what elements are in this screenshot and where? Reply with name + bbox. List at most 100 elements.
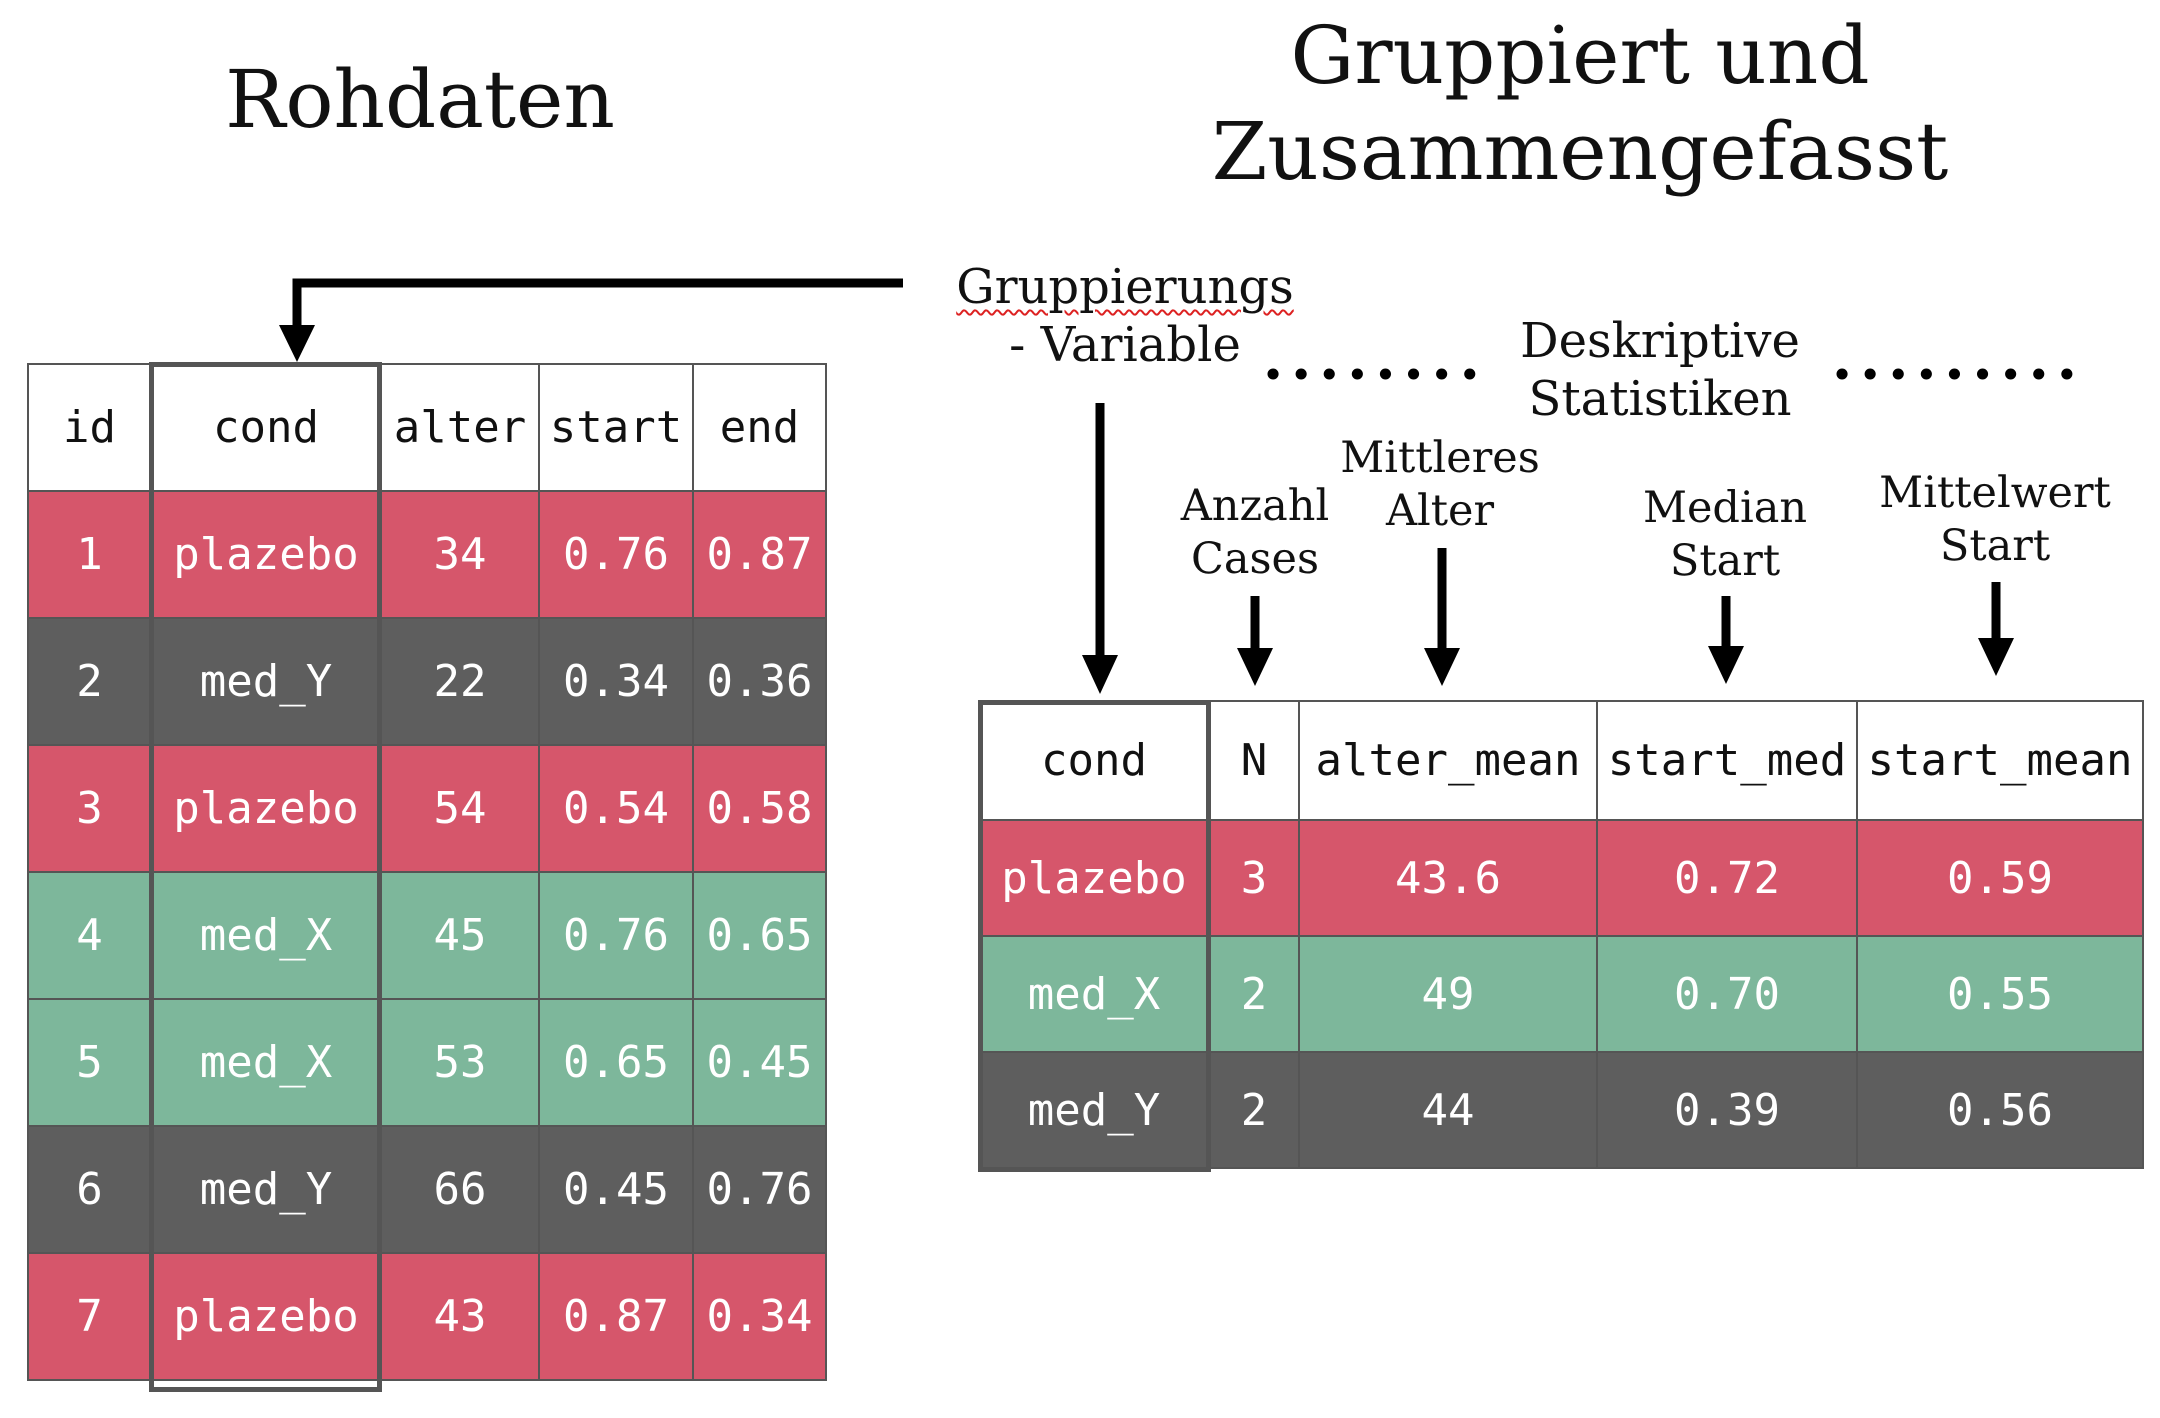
cell-cond: med_X	[150, 998, 382, 1127]
cell-end: 0.45	[692, 998, 827, 1127]
cell-alter: 53	[380, 998, 540, 1127]
grouping-variable-line2: - Variable	[1009, 317, 1241, 373]
cell-start: 0.34	[538, 617, 694, 746]
cell-start-med: 0.70	[1596, 935, 1858, 1053]
count-cases-label: Anzahl Cases	[1165, 480, 1345, 586]
raw-data-table: id cond alter start end 1 plazebo 34 0.7…	[27, 363, 827, 1381]
count-cases-line2: Cases	[1190, 534, 1320, 584]
summary-header-cond: cond	[978, 700, 1210, 821]
table-row: 3 plazebo 54 0.54 0.58	[27, 744, 827, 873]
cell-start: 0.65	[538, 998, 694, 1127]
cell-start-mean: 0.59	[1856, 819, 2144, 937]
table-row: plazebo 3 43.6 0.72 0.59	[978, 819, 2144, 937]
cell-start: 0.45	[538, 1125, 694, 1254]
grouping-arrow-left	[279, 278, 903, 362]
table-row: med_X 2 49 0.70 0.55	[978, 935, 2144, 1053]
cell-end: 0.87	[692, 490, 827, 619]
title-raw-data: Rohdaten	[225, 53, 615, 146]
cell-alter: 45	[380, 871, 540, 1000]
cell-cond: plazebo	[978, 819, 1210, 937]
cell-start: 0.87	[538, 1252, 694, 1381]
cell-cond: plazebo	[150, 1252, 382, 1381]
summary-header-alter-mean: alter_mean	[1298, 700, 1598, 821]
cell-end: 0.65	[692, 871, 827, 1000]
arrow-mean-start	[1978, 582, 2014, 676]
summary-header-start-mean: start_mean	[1856, 700, 2144, 821]
cell-alter: 66	[380, 1125, 540, 1254]
cell-id: 5	[27, 998, 152, 1127]
cell-cond: med_X	[150, 871, 382, 1000]
cell-start-med: 0.39	[1596, 1051, 1858, 1169]
mean-start-line2: Start	[1939, 521, 2051, 571]
cell-id: 1	[27, 490, 152, 619]
title-grouped-summarized: Gruppiert und Zusammengefasst	[1190, 8, 1970, 200]
descriptive-statistics-label: Deskriptive Statistiken	[1490, 312, 1830, 428]
cell-start: 0.54	[538, 744, 694, 873]
cell-id: 4	[27, 871, 152, 1000]
cell-start-med: 0.72	[1596, 819, 1858, 937]
count-cases-line1: Anzahl	[1180, 481, 1330, 531]
cell-alter: 22	[380, 617, 540, 746]
raw-header-row: id cond alter start end	[27, 363, 827, 492]
arrow-count	[1237, 596, 1273, 686]
summary-header-n: N	[1208, 700, 1300, 821]
cell-cond: med_X	[978, 935, 1210, 1053]
median-start-line2: Start	[1669, 536, 1781, 586]
cell-id: 3	[27, 744, 152, 873]
mean-age-line2: Alter	[1385, 486, 1495, 536]
cell-alter: 54	[380, 744, 540, 873]
table-row: 5 med_X 53 0.65 0.45	[27, 998, 827, 1127]
raw-header-cond: cond	[150, 363, 382, 492]
table-row: 2 med_Y 22 0.34 0.36	[27, 617, 827, 746]
cell-start: 0.76	[538, 490, 694, 619]
cell-start: 0.76	[538, 871, 694, 1000]
cell-n: 3	[1208, 819, 1300, 937]
mean-start-label: Mittelwert Start	[1870, 467, 2120, 573]
raw-header-id: id	[27, 363, 152, 492]
cell-cond: med_Y	[150, 1125, 382, 1254]
cell-id: 7	[27, 1252, 152, 1381]
cell-start-mean: 0.56	[1856, 1051, 2144, 1169]
summary-header-row: cond N alter_mean start_med start_mean	[978, 700, 2144, 821]
cell-alter-mean: 44	[1298, 1051, 1598, 1169]
descriptive-statistics-line2: Statistiken	[1528, 371, 1792, 427]
table-row: 4 med_X 45 0.76 0.65	[27, 871, 827, 1000]
raw-header-alter: alter	[380, 363, 540, 492]
arrow-median-start	[1708, 596, 1744, 684]
title-grouped-line1: Gruppiert und	[1290, 9, 1870, 102]
cell-n: 2	[1208, 1051, 1300, 1169]
cell-end: 0.58	[692, 744, 827, 873]
raw-header-start: start	[538, 363, 694, 492]
grouping-variable-line1: Gruppierungs	[956, 259, 1294, 315]
cell-alter: 43	[380, 1252, 540, 1381]
grouping-arrow-down	[1082, 403, 1118, 694]
median-start-line1: Median	[1642, 483, 1808, 533]
cell-id: 2	[27, 617, 152, 746]
table-row: 7 plazebo 43 0.87 0.34	[27, 1252, 827, 1381]
cell-alter: 34	[380, 490, 540, 619]
mean-start-line1: Mittelwert	[1879, 468, 2111, 518]
cell-end: 0.36	[692, 617, 827, 746]
summary-header-start-med: start_med	[1596, 700, 1858, 821]
cell-end: 0.76	[692, 1125, 827, 1254]
raw-header-end: end	[692, 363, 827, 492]
descriptive-statistics-line1: Deskriptive	[1520, 313, 1800, 369]
title-grouped-line2: Zusammengefasst	[1211, 105, 1949, 198]
mean-age-label: Mittleres Alter	[1330, 432, 1550, 538]
cell-cond: plazebo	[150, 490, 382, 619]
cell-n: 2	[1208, 935, 1300, 1053]
table-row: med_Y 2 44 0.39 0.56	[978, 1051, 2144, 1169]
table-row: 1 plazebo 34 0.76 0.87	[27, 490, 827, 619]
cell-alter-mean: 43.6	[1298, 819, 1598, 937]
cell-alter-mean: 49	[1298, 935, 1598, 1053]
median-start-label: Median Start	[1615, 482, 1835, 588]
cell-id: 6	[27, 1125, 152, 1254]
cell-end: 0.34	[692, 1252, 827, 1381]
arrow-mean-age	[1424, 548, 1460, 686]
table-row: 6 med_Y 66 0.45 0.76	[27, 1125, 827, 1254]
grouping-variable-label: Gruppierungs - Variable	[915, 258, 1335, 374]
cell-start-mean: 0.55	[1856, 935, 2144, 1053]
mean-age-line1: Mittleres	[1340, 433, 1540, 483]
summary-table: cond N alter_mean start_med start_mean p…	[978, 700, 2144, 1169]
